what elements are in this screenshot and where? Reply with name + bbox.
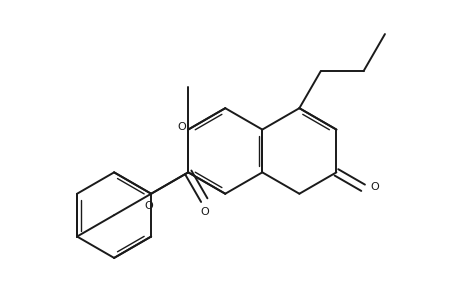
Text: O: O — [370, 182, 379, 192]
Text: O: O — [177, 122, 186, 133]
Text: O: O — [200, 207, 209, 217]
Text: O: O — [145, 201, 153, 211]
